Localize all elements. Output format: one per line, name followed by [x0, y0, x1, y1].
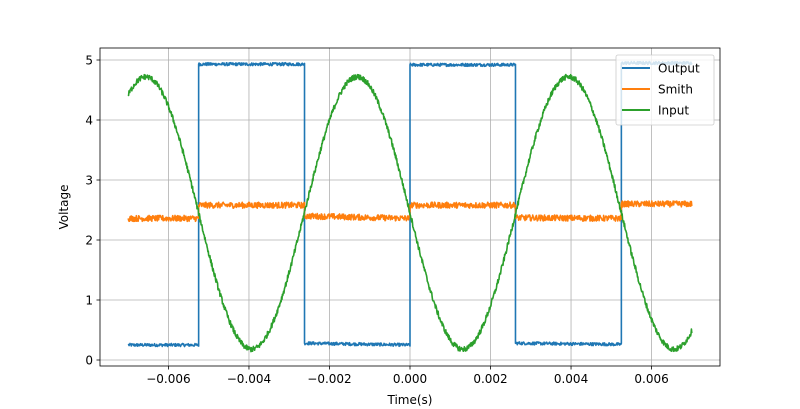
y-tick-label: 4	[85, 114, 93, 128]
series-line-input	[127, 73, 693, 353]
series-line-smith	[127, 200, 693, 223]
x-tick-label: 0.002	[473, 372, 507, 386]
x-axis-ticks: −0.006 −0.004 −0.002 0.000 0.002 0.004 0.006	[146, 366, 669, 386]
y-axis-ticks: 0 1 2 3 4 5	[85, 54, 100, 368]
legend-label-output: Output	[658, 62, 700, 76]
y-tick-label: 1	[85, 294, 93, 308]
y-tick-label: 3	[85, 174, 93, 188]
x-tick-label: −0.006	[146, 372, 190, 386]
legend-box	[615, 54, 715, 126]
x-tick-label: 0.000	[393, 372, 427, 386]
series-layer	[127, 60, 693, 353]
legend-label-smith: Smith	[658, 83, 693, 97]
x-tick-label: 0.004	[554, 372, 588, 386]
x-tick-label: −0.002	[307, 372, 351, 386]
x-axis-label: Time(s)	[387, 393, 433, 407]
y-tick-label: 2	[85, 234, 93, 248]
x-tick-label: −0.004	[227, 372, 271, 386]
x-tick-label: 0.006	[634, 372, 668, 386]
y-axis-label: Voltage	[57, 184, 71, 229]
legend-label-input: Input	[658, 104, 689, 118]
y-tick-label: 0	[85, 354, 93, 368]
y-tick-label: 5	[85, 54, 93, 68]
legend: Output Smith Input	[615, 54, 715, 126]
